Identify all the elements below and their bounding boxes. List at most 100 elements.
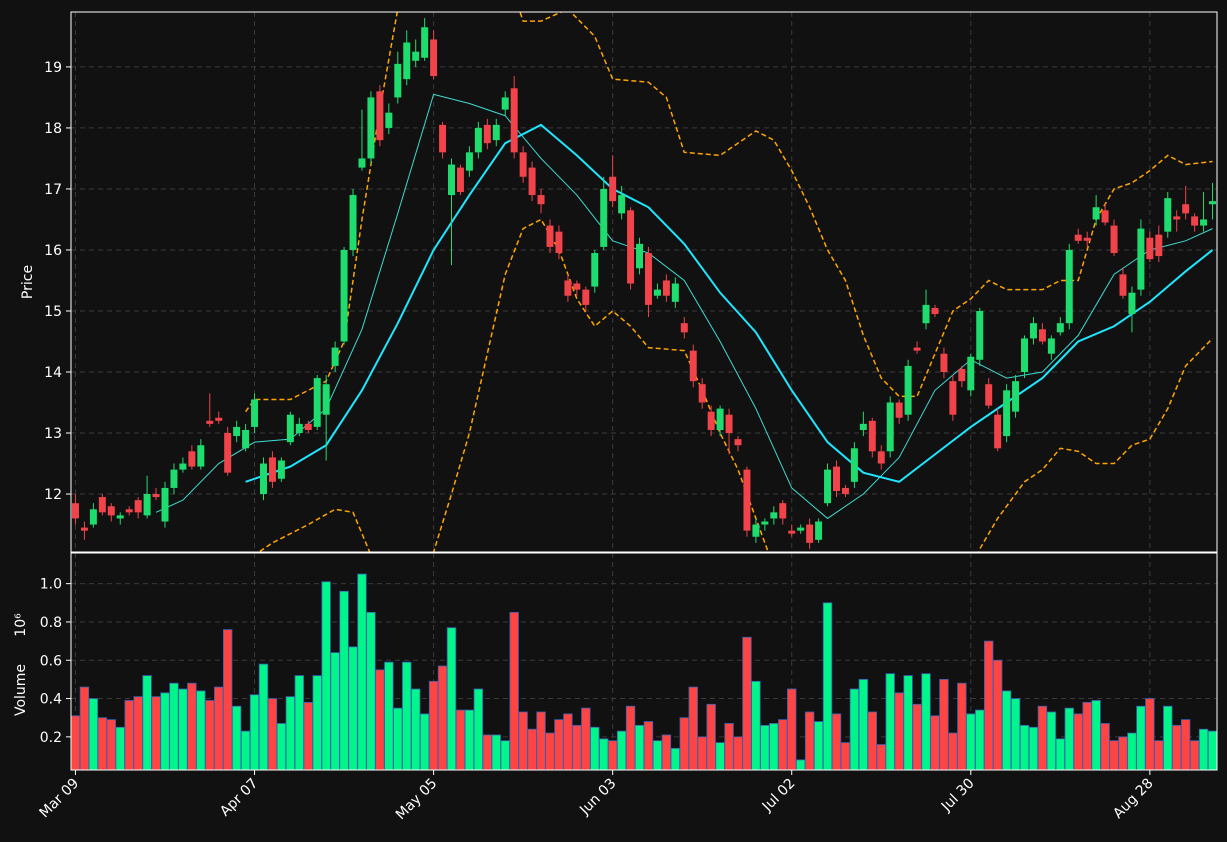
y-tick-label: 15 xyxy=(44,304,62,320)
candle-body xyxy=(268,457,276,482)
candle-body xyxy=(528,167,536,196)
volume-bar xyxy=(840,742,851,770)
candle-body xyxy=(322,384,330,415)
candle-body xyxy=(779,503,787,519)
volume-bar xyxy=(921,673,931,770)
volume-bar xyxy=(983,640,994,770)
candle-body xyxy=(994,414,1002,449)
candle-body xyxy=(134,500,142,513)
volume-bar xyxy=(831,713,842,770)
candle-body xyxy=(788,530,796,534)
volume-bar xyxy=(393,707,403,770)
candle-body xyxy=(1056,323,1064,333)
candle-body xyxy=(967,356,975,391)
candle-body xyxy=(761,521,769,525)
candle-body xyxy=(931,307,939,315)
candle-body xyxy=(1003,390,1011,437)
volume-bar xyxy=(249,694,260,770)
volume-tick-label: 0.6 xyxy=(40,653,62,669)
volume-bar xyxy=(706,703,716,770)
candle-body xyxy=(376,91,384,141)
volume-bar xyxy=(1091,700,1101,770)
candle-body xyxy=(985,384,993,406)
candle-body xyxy=(179,463,187,470)
candle-body xyxy=(976,310,984,360)
volume-bar xyxy=(410,688,421,770)
volume-bar xyxy=(760,724,770,770)
candle-body xyxy=(689,350,697,382)
volume-bar xyxy=(769,723,779,770)
candle-body xyxy=(806,524,814,543)
volume-bar xyxy=(222,629,233,770)
volume-bar xyxy=(1082,701,1092,770)
volume-bar xyxy=(948,732,958,770)
volume-bar xyxy=(966,713,976,770)
volume-bar xyxy=(88,698,99,770)
volume-tick-label: 0.8 xyxy=(40,615,62,631)
candle-body xyxy=(573,283,581,290)
volume-bar xyxy=(330,652,340,770)
volume-frame xyxy=(70,552,1218,771)
y-tick-label: 14 xyxy=(44,365,62,381)
candle-body xyxy=(224,433,232,473)
candle-body xyxy=(421,27,429,58)
y-tick-label: 19 xyxy=(44,60,62,76)
volume-bar xyxy=(473,688,484,770)
candle-body xyxy=(1173,216,1181,220)
candle-body xyxy=(618,195,626,214)
volume-bar xyxy=(1046,711,1057,770)
volume-bar xyxy=(500,740,510,770)
volume-bar xyxy=(446,627,457,770)
candle-body xyxy=(304,423,312,430)
volume-bar xyxy=(1207,730,1217,770)
volume-bar xyxy=(294,675,305,770)
candle-body xyxy=(868,420,876,452)
volume-bar xyxy=(670,747,681,770)
volume-bar xyxy=(1064,707,1074,770)
candle-body xyxy=(609,176,617,202)
volume-bar xyxy=(115,726,125,770)
candle-body xyxy=(412,51,420,61)
volume-bar xyxy=(590,726,600,770)
volume-bar xyxy=(992,659,1003,770)
volume-bar xyxy=(625,705,636,770)
candle-body xyxy=(1065,249,1073,324)
y-tick-label: 12 xyxy=(44,487,62,503)
volume-bar xyxy=(205,700,215,770)
candle-body xyxy=(770,512,778,519)
volume-axis-label: Volume xyxy=(13,664,29,716)
candle-body xyxy=(877,451,885,464)
candle-body xyxy=(1101,210,1109,223)
volume-bar xyxy=(778,719,788,770)
candle-body xyxy=(600,188,608,247)
candles xyxy=(71,18,1217,549)
candle-body xyxy=(501,97,509,110)
candle-body xyxy=(474,127,482,153)
volume-bar xyxy=(751,680,761,770)
candle-body xyxy=(385,112,393,128)
candle-body xyxy=(949,381,957,415)
indicator-line xyxy=(245,123,1214,483)
candle-body xyxy=(922,304,930,324)
candle-body xyxy=(940,353,948,372)
candle-body xyxy=(833,466,840,491)
volume-bar xyxy=(97,717,108,770)
volume-bar xyxy=(1145,698,1155,770)
volume-bar xyxy=(267,698,278,770)
volume-bar xyxy=(858,679,869,770)
volume-bar xyxy=(1055,738,1066,770)
volume-bar xyxy=(357,573,367,770)
volume-bar xyxy=(894,692,904,770)
volume-bar xyxy=(679,717,689,770)
candle-body xyxy=(1047,338,1055,354)
volume-bar xyxy=(437,665,448,770)
candle-body xyxy=(340,249,348,342)
candle-body xyxy=(743,469,751,531)
volume-bar xyxy=(402,661,412,770)
volume-bars xyxy=(71,573,1217,770)
volume-bar xyxy=(214,686,224,770)
candle-body xyxy=(636,243,644,269)
volume-bar xyxy=(572,724,582,770)
volume-bar xyxy=(231,705,242,770)
